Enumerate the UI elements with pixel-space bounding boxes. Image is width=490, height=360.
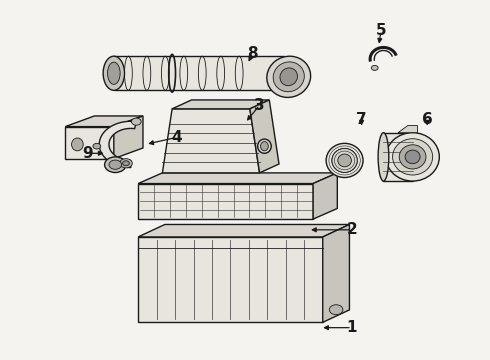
Ellipse shape	[280, 68, 297, 86]
Ellipse shape	[405, 150, 420, 164]
Ellipse shape	[273, 62, 304, 92]
Polygon shape	[99, 121, 136, 167]
Polygon shape	[65, 127, 114, 159]
Polygon shape	[384, 133, 413, 181]
Text: 8: 8	[247, 46, 258, 61]
Text: 2: 2	[346, 222, 357, 237]
Ellipse shape	[329, 305, 343, 315]
Text: 9: 9	[82, 146, 93, 161]
Text: 5: 5	[376, 23, 386, 38]
Ellipse shape	[338, 154, 351, 167]
Text: 6: 6	[422, 112, 433, 127]
Ellipse shape	[392, 139, 433, 175]
Polygon shape	[138, 173, 337, 184]
Text: 3: 3	[254, 98, 265, 113]
Ellipse shape	[261, 141, 269, 151]
Ellipse shape	[399, 145, 426, 169]
Ellipse shape	[332, 148, 357, 172]
Polygon shape	[162, 109, 260, 173]
Polygon shape	[323, 225, 349, 322]
Polygon shape	[138, 225, 349, 237]
Polygon shape	[250, 100, 279, 173]
Ellipse shape	[326, 143, 363, 177]
Ellipse shape	[93, 143, 101, 149]
Polygon shape	[398, 126, 417, 133]
Polygon shape	[313, 173, 337, 219]
Polygon shape	[172, 100, 270, 109]
Ellipse shape	[378, 133, 389, 181]
Ellipse shape	[72, 138, 83, 151]
Polygon shape	[138, 237, 323, 322]
Ellipse shape	[103, 56, 124, 90]
Ellipse shape	[104, 157, 126, 172]
Text: 7: 7	[356, 112, 367, 127]
Ellipse shape	[120, 159, 132, 168]
Ellipse shape	[386, 133, 440, 181]
Text: 1: 1	[346, 320, 357, 335]
Polygon shape	[138, 184, 313, 219]
Ellipse shape	[131, 118, 141, 125]
Ellipse shape	[258, 139, 271, 153]
Ellipse shape	[267, 56, 311, 98]
Polygon shape	[114, 56, 284, 90]
Polygon shape	[65, 116, 143, 127]
Ellipse shape	[109, 160, 122, 169]
Ellipse shape	[371, 66, 378, 71]
Text: 4: 4	[172, 130, 182, 145]
Ellipse shape	[122, 161, 129, 166]
Polygon shape	[114, 116, 143, 159]
Ellipse shape	[107, 62, 120, 84]
